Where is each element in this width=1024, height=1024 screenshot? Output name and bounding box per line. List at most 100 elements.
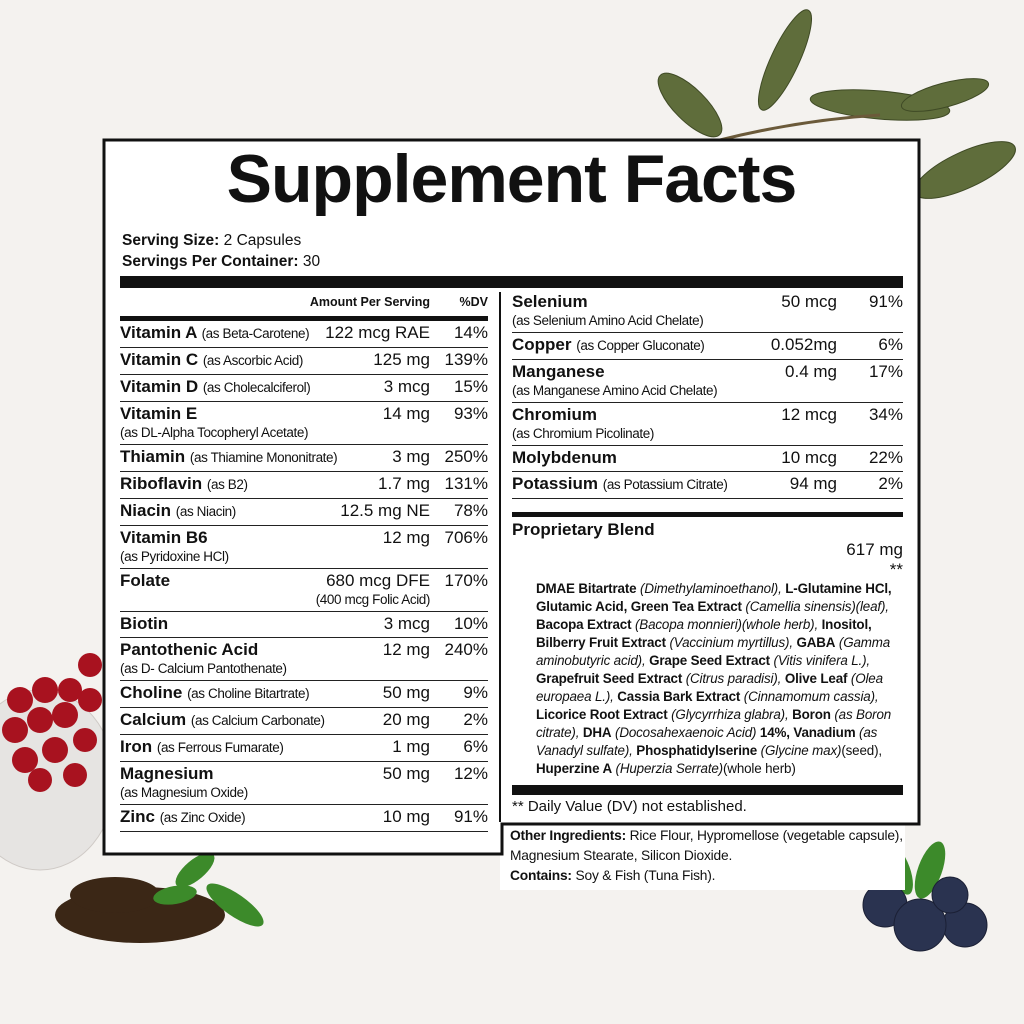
name-cell: Niacin (as Niacin) bbox=[120, 501, 334, 522]
nutrient-row: Iron (as Ferrous Fumarate) 1 mg 6% bbox=[120, 735, 488, 762]
daily-value: 139% bbox=[444, 350, 488, 369]
name-cell: Chromium (as Chromium Picolinate) bbox=[512, 405, 775, 442]
ingredient-text: (Gamma aminobutyric acid), bbox=[536, 635, 891, 668]
nutrient-source: (as D- Calcium Pantothenate) bbox=[120, 661, 287, 676]
nutrient-source: (as Beta-Carotene) bbox=[201, 326, 310, 341]
amount: 125 mg bbox=[373, 350, 430, 369]
nutrient-row: Manganese (as Manganese Amino Acid Chelat… bbox=[512, 360, 903, 403]
name-cell: Vitamin E (as DL-Alpha Tocopheryl Acetate… bbox=[120, 404, 377, 441]
nutrient-row: Potassium (as Potassium Citrate) 94 mg 2% bbox=[512, 472, 903, 499]
amount: 122 mcg RAE bbox=[325, 323, 430, 342]
daily-value: 170% bbox=[444, 571, 488, 590]
amount: 50 mg bbox=[382, 764, 430, 783]
nutrient-source: (as Ascorbic Acid) bbox=[202, 353, 303, 368]
nutrient-source: (as Magnesium Oxide) bbox=[120, 785, 248, 800]
name-cell: Vitamin B6 (as Pyridoxine HCl) bbox=[120, 528, 377, 565]
daily-value: 131% bbox=[444, 474, 488, 493]
value: 30 bbox=[302, 253, 321, 270]
daily-value: 6% bbox=[463, 737, 488, 756]
name-cell: Vitamin A (as Beta-Carotene) bbox=[120, 323, 319, 344]
amount: 94 mg bbox=[789, 474, 837, 493]
ingredient-text: Huperzine A bbox=[536, 761, 612, 776]
daily-value: 706% bbox=[444, 528, 488, 547]
daily-value: 15% bbox=[453, 377, 488, 396]
nutrient-name: Folate bbox=[120, 571, 171, 590]
proprietary-blend: Proprietary Blend 617 mg ** DMAE Bitartr… bbox=[512, 518, 903, 778]
daily-value: 91% bbox=[453, 807, 488, 826]
ingredient-text: (Docosahexaenoic Acid) bbox=[611, 725, 760, 740]
nutrient-name: Potassium bbox=[512, 474, 598, 493]
left-column: Amount Per Serving %DV Vitamin A (as Bet… bbox=[120, 292, 488, 832]
nutrient-name: Vitamin E bbox=[120, 404, 198, 423]
daily-value: 2% bbox=[878, 474, 903, 493]
amount: 12 mcg bbox=[781, 405, 837, 424]
nutrient-row: Riboflavin (as B2) 1.7 mg 131% bbox=[120, 472, 488, 499]
nutrient-name: Magnesium bbox=[120, 764, 214, 783]
nutrient-source: (as B2) bbox=[206, 477, 248, 492]
amount: 50 mg bbox=[382, 683, 430, 702]
nutrient-row: Vitamin A (as Beta-Carotene) 122 mcg RAE 1… bbox=[120, 321, 488, 348]
value: Soy & Fish (Tuna Fish). bbox=[575, 868, 716, 883]
ingredient-text: (whole herb) bbox=[723, 761, 796, 776]
daily-value: 91% bbox=[868, 292, 903, 311]
nutrient-name: Selenium bbox=[512, 292, 588, 311]
ingredient-text: Bacopa Extract bbox=[536, 617, 632, 632]
nutrient-name: Zinc bbox=[120, 807, 155, 826]
daily-value: 14% bbox=[453, 323, 488, 342]
title: Supplement Facts bbox=[226, 141, 798, 217]
nutrient-source: (as Calcium Carbonate) bbox=[190, 713, 325, 728]
nutrient-name: Vitamin C bbox=[120, 350, 199, 369]
amount-cell: 1.7 mg bbox=[378, 474, 430, 495]
amount: 14 mg bbox=[382, 404, 430, 423]
amount-cell: 50 mg bbox=[383, 683, 430, 704]
amount-cell: 3 mcg bbox=[384, 614, 430, 634]
ingredient-text: (Cinnamomum cassia), bbox=[740, 689, 879, 704]
name-cell: Magnesium (as Magnesium Oxide) bbox=[120, 764, 377, 801]
amount: 0.052mg bbox=[770, 335, 837, 354]
nutrient-name: Riboflavin bbox=[120, 474, 203, 493]
amount: 3 mcg bbox=[383, 377, 430, 396]
label: Contains: bbox=[510, 868, 572, 883]
serving-size: Serving Size: 2 Capsules bbox=[122, 230, 320, 251]
ingredient-text: (Bacopa monnieri)(whole herb), bbox=[631, 617, 822, 632]
ingredient-text: DHA bbox=[582, 725, 612, 740]
amount-cell: 12.5 mg NE bbox=[340, 501, 430, 522]
ingredient-text: (Olea europaea L.), bbox=[536, 671, 883, 704]
divider-bar bbox=[120, 276, 903, 288]
nutrient-source: (as Thiamine Mononitrate) bbox=[189, 450, 338, 465]
name-cell: Choline (as Choline Bitartrate) bbox=[120, 683, 377, 704]
amount: 1 mg bbox=[392, 737, 430, 756]
ingredient-text: Grapefruit Seed Extract bbox=[536, 671, 683, 686]
ingredient-text: (Huperzia Serrate) bbox=[611, 761, 724, 776]
daily-value: 12% bbox=[453, 764, 488, 783]
ingredient-text: Inositol, Bilberry Fruit Extract bbox=[536, 617, 872, 650]
divider-bar bbox=[512, 785, 903, 795]
nutrient-source: (as Manganese Amino Acid Chelate) bbox=[512, 383, 718, 398]
amount-header: Amount Per Serving bbox=[309, 295, 430, 309]
daily-value: 6% bbox=[878, 335, 903, 354]
nutrient-row: Thiamin (as Thiamine Mononitrate) 3 mg 250… bbox=[120, 445, 488, 472]
spacer bbox=[120, 292, 304, 312]
ingredient-text: Phosphatidylserine bbox=[636, 743, 758, 758]
nutrient-row: Biotin 3 mcg 10% bbox=[120, 612, 488, 638]
column-header: Amount Per Serving %DV bbox=[120, 292, 488, 321]
amount: 3 mg bbox=[392, 447, 430, 466]
nutrient-row: Vitamin D (as Cholecalciferol) 3 mcg 15% bbox=[120, 375, 488, 402]
nutrient-row: Vitamin C (as Ascorbic Acid) 125 mg 139% bbox=[120, 348, 488, 375]
name-cell: Vitamin C (as Ascorbic Acid) bbox=[120, 350, 367, 371]
nutrient-row: Vitamin E (as DL-Alpha Tocopheryl Acetate… bbox=[120, 402, 488, 445]
name-cell: Thiamin (as Thiamine Mononitrate) bbox=[120, 447, 386, 468]
name-cell: Molybdenum bbox=[512, 448, 775, 468]
right-column: Selenium (as Selenium Amino Acid Chelate)… bbox=[512, 290, 903, 499]
divider-bar bbox=[512, 512, 903, 517]
nutrient-row: Copper (as Copper Gluconate) 0.052mg 6% bbox=[512, 333, 903, 360]
daily-value: 10% bbox=[453, 614, 488, 633]
nutrient-name: Copper bbox=[512, 335, 572, 354]
ingredient-text: DMAE Bitartrate bbox=[536, 581, 637, 596]
nutrient-name: Chromium bbox=[512, 405, 597, 424]
footnote: ** Daily Value (DV) not established. bbox=[512, 798, 747, 815]
ingredient-text: (Vaccinium myrtillus), bbox=[665, 635, 797, 650]
daily-value: 22% bbox=[868, 448, 903, 467]
ingredient-text: (Citrus paradisi), bbox=[682, 671, 785, 686]
